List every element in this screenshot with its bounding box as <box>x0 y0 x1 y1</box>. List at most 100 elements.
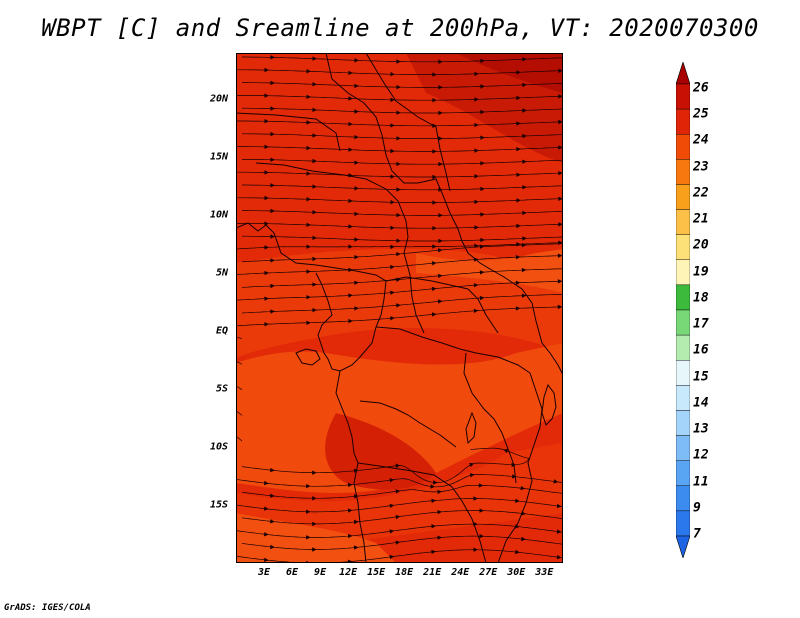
lat-tick-5s: 5S <box>215 383 228 395</box>
streamline-arrow <box>306 295 311 300</box>
streamline-arrow <box>353 545 359 550</box>
streamline-arrow <box>479 270 485 275</box>
wbpt-band-23-southwest <box>236 513 396 563</box>
streamline-arrow <box>473 308 479 313</box>
north-border <box>236 112 341 152</box>
colorbar-swatch <box>675 209 691 235</box>
streamline-arrow <box>270 309 275 314</box>
streamline-arrow <box>438 161 443 167</box>
streamline-arrow <box>270 283 275 289</box>
streamline-arrow <box>432 174 437 180</box>
streamline-arrow <box>479 295 485 301</box>
streamline-arrow <box>354 83 359 89</box>
lat-tick-20n: 20N <box>209 93 228 105</box>
lake-victoria <box>541 383 557 426</box>
streamline <box>236 146 563 152</box>
streamline-arrow <box>395 489 401 494</box>
streamline-arrow <box>306 244 311 249</box>
lat-tick-15s: 15S <box>209 499 228 511</box>
streamline-arrow <box>522 185 527 190</box>
streamline-arrow <box>353 519 359 525</box>
colorbar-swatch <box>675 510 691 537</box>
streamline-arrow <box>431 312 437 317</box>
streamline-arrow <box>480 109 485 115</box>
streamline-arrow <box>474 97 479 102</box>
streamline-arrow <box>432 226 437 231</box>
streamline-arrow <box>264 170 269 175</box>
colorbar-label-9: 9 <box>693 500 701 516</box>
streamline-arrow <box>354 134 359 140</box>
streamline-arrow <box>390 316 395 321</box>
streamline-arrow <box>389 503 395 508</box>
streamline-arrow <box>515 498 520 503</box>
streamline-arrows <box>264 55 563 563</box>
streamline <box>241 294 563 314</box>
streamline <box>242 56 563 63</box>
streamline-arrow <box>312 235 317 240</box>
colorbar-label-7: 7 <box>693 526 701 542</box>
streamline-arrow <box>431 261 437 266</box>
streamline <box>236 435 243 442</box>
streamline-arrow <box>390 264 395 270</box>
streamline-arrow <box>390 174 395 179</box>
streamline-arrow <box>557 304 563 310</box>
southern-border-2 <box>357 462 487 563</box>
colorbar-label-15: 15 <box>693 369 709 385</box>
colorbar-label-16: 16 <box>693 342 709 358</box>
colorbar-swatch <box>675 259 691 286</box>
streamline-arrow <box>264 195 269 201</box>
streamline-arrow <box>558 145 563 150</box>
streamline-arrow <box>354 280 359 285</box>
streamline-arrow <box>521 267 527 273</box>
colorbar-graphic <box>675 61 691 559</box>
north-east-border <box>417 178 563 376</box>
streamline-arrow <box>438 213 443 218</box>
streamline-arrow <box>354 160 359 165</box>
streamline <box>242 184 563 191</box>
streamline-arrow <box>312 158 317 164</box>
streamline <box>236 223 563 229</box>
streamline-arrow <box>478 483 484 488</box>
streamlines <box>236 56 563 563</box>
lon-tick-3e: 3E <box>257 567 271 578</box>
streamline-arrow <box>431 498 436 503</box>
colorbar-label-26: 26 <box>693 80 709 96</box>
streamline <box>236 255 563 275</box>
streamline-arrow <box>264 119 269 124</box>
colorbar-swatch <box>675 108 691 135</box>
colorbar-swatch <box>675 334 691 361</box>
wbpt-streamline-map <box>236 53 563 563</box>
streamline-arrow <box>348 96 353 101</box>
streamline-arrow <box>312 470 317 475</box>
central-border-2 <box>255 162 409 254</box>
colorbar-swatch <box>675 159 691 185</box>
colorbar-label-13: 13 <box>693 421 709 437</box>
streamline-arrow <box>390 72 395 77</box>
streamline-arrow <box>521 243 527 248</box>
streamline-arrow <box>390 290 395 295</box>
lon-tick-15e: 15E <box>367 567 386 578</box>
streamline-arrow <box>270 258 275 263</box>
streamline-arrow <box>347 482 353 488</box>
streamline-arrow <box>264 296 269 301</box>
streamline-arrow <box>432 149 437 154</box>
lon-tick-27e: 27E <box>479 567 498 578</box>
colorbar-label-25: 25 <box>693 106 709 122</box>
streamline-arrow <box>347 508 353 513</box>
streamline-arrow <box>312 133 317 138</box>
colorbar-swatch <box>675 385 691 411</box>
colorbar-label-19: 19 <box>693 264 709 280</box>
streamline <box>236 498 563 513</box>
streamline-arrow <box>515 255 521 260</box>
streamline <box>242 133 563 139</box>
streamline-arrow <box>437 248 443 253</box>
colorbar-label-20: 20 <box>693 237 709 253</box>
streamline-arrow <box>522 210 527 216</box>
streamline-arrow <box>270 55 275 60</box>
streamline <box>236 474 563 488</box>
streamline-arrow <box>474 71 479 77</box>
streamline-arrow <box>437 273 443 279</box>
streamline-arrow <box>389 529 395 534</box>
streamline-arrow <box>396 187 401 192</box>
streamline-arrow <box>480 161 485 166</box>
